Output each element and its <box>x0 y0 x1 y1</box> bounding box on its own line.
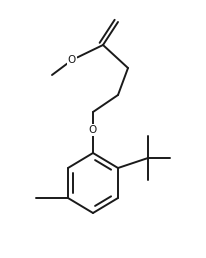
Text: O: O <box>89 125 97 135</box>
Text: O: O <box>68 55 76 65</box>
